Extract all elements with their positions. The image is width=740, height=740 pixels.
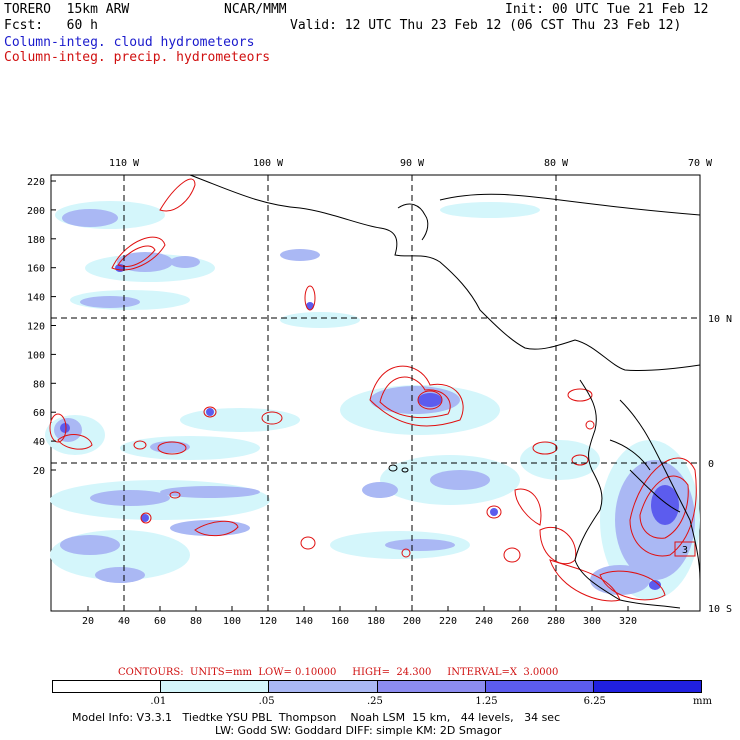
lat-label: 0	[708, 459, 714, 470]
x-tick-label: 280	[547, 616, 565, 627]
lon-label: 110 W	[109, 158, 140, 169]
x-tick-label: 100	[223, 616, 241, 627]
legend-label: .01	[150, 696, 167, 707]
legend-swatch	[377, 681, 486, 692]
x-tick-label: 20	[82, 616, 94, 627]
cloud-dark-shading	[60, 264, 679, 590]
x-tick-label: 80	[190, 616, 202, 627]
y-tick-label: 100	[27, 350, 45, 361]
model-name: TORERO 15km ARW	[4, 2, 130, 17]
box-label: 3	[682, 545, 688, 556]
init-time: Init: 00 UTC Tue 21 Feb 12	[505, 2, 709, 17]
lon-label: 80 W	[544, 158, 569, 169]
lon-label: 70 W	[688, 158, 713, 169]
legend-unit: mm	[693, 696, 712, 707]
legend-swatch	[593, 681, 702, 692]
valid-time: Valid: 12 UTC Thu 23 Feb 12 (06 CST Thu …	[290, 18, 682, 33]
legend-swatch	[269, 681, 378, 692]
legend-label: .25	[367, 696, 383, 707]
legend-swatch	[485, 681, 594, 692]
lat-lon-grid	[51, 175, 700, 611]
x-tick-label: 200	[403, 616, 421, 627]
y-tick-label: 200	[27, 206, 45, 217]
y-tick-label: 80	[33, 379, 45, 390]
precip-contours	[49, 178, 697, 602]
legend-swatch	[161, 681, 270, 692]
y-tick-label: 180	[27, 235, 45, 246]
legend-label: 6.25	[583, 696, 606, 707]
forecast-hour: Fcst: 60 h	[4, 18, 98, 33]
legend-swatch	[53, 681, 162, 692]
x-tick-label: 320	[619, 616, 637, 627]
coastlines	[189, 174, 701, 609]
x-tick-label: 260	[511, 616, 529, 627]
legend-label: 1.25	[475, 696, 498, 707]
x-tick-label: 120	[259, 616, 277, 627]
x-tick-label: 160	[331, 616, 349, 627]
y-tick-label: 140	[27, 293, 45, 304]
x-tick-label: 140	[295, 616, 313, 627]
y-tick-label: 40	[33, 437, 45, 448]
contour-info: CONTOURS: UNITS=mm LOW= 0.10000 HIGH= 24…	[118, 667, 559, 678]
lon-label: 100 W	[253, 158, 284, 169]
x-tick-label: 180	[367, 616, 385, 627]
lat-label: 10 N	[708, 314, 732, 325]
y-tick-label: 120	[27, 322, 45, 333]
y-tick-label: 60	[33, 408, 45, 419]
y-tick-label: 220	[27, 177, 45, 188]
model-physics: LW: Godd SW: Goddard DIFF: simple KM: 2D…	[215, 724, 502, 737]
color-legend	[52, 680, 702, 693]
model-info: Model Info: V3.3.1 Tiedtke YSU PBL Thomp…	[72, 711, 561, 724]
x-tick-label: 300	[583, 616, 601, 627]
x-tick-label: 60	[154, 616, 166, 627]
x-tick-label: 220	[439, 616, 457, 627]
y-tick-label: 160	[27, 264, 45, 275]
axis-layer: 110 W 100 W 90 W 80 W 70 W 10 N 0 10 S 220 200 180…	[27, 158, 732, 627]
lat-label: 10 S	[708, 604, 732, 615]
center-name: NCAR/MMM	[224, 2, 287, 17]
field-precip-label: Column-integ. precip. hydrometeors	[4, 50, 271, 65]
legend-label: .05	[258, 696, 275, 707]
field-cloud-label: Column-integ. cloud hydrometeors	[4, 35, 255, 50]
x-tick-label: 240	[475, 616, 493, 627]
lon-label: 90 W	[400, 158, 425, 169]
x-tick-label: 40	[118, 616, 130, 627]
y-tick-label: 20	[33, 466, 45, 477]
